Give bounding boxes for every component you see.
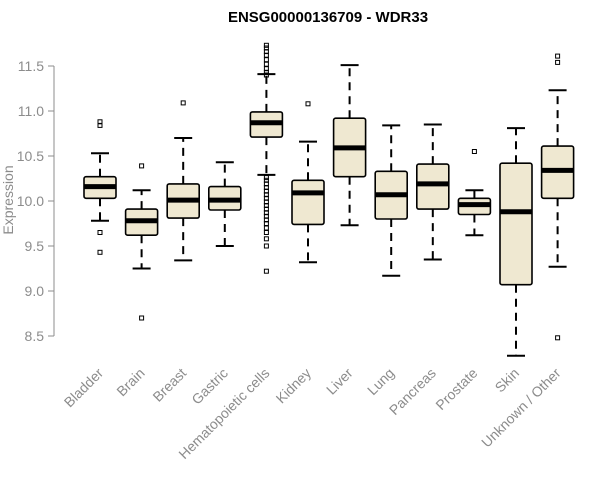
box-group: [415, 123, 450, 261]
box-iqr: [499, 162, 533, 286]
box-group: [249, 42, 284, 274]
outlier-point: [263, 61, 269, 67]
y-axis-label: Expression: [0, 165, 16, 234]
outlier-point: [263, 230, 269, 235]
x-tick-label: Prostate: [432, 365, 480, 413]
outlier-point: [97, 249, 103, 255]
box-group: [332, 64, 367, 227]
x-tick-label: Breast: [149, 365, 189, 405]
outlier-point: [263, 225, 269, 231]
outlier-point: [555, 59, 561, 65]
chart-title: ENSG00000136709 - WDR33: [228, 9, 428, 26]
x-tick-label: Brain: [113, 365, 147, 399]
outlier-point: [180, 100, 186, 106]
y-axis: 8.5 9.0 9.5 10.0 10.5 11.0 11.5: [17, 58, 55, 344]
outlier-point: [263, 268, 269, 274]
box-group: [457, 149, 492, 237]
outlier-point: [263, 236, 269, 242]
x-tick-label: Lung: [364, 365, 397, 398]
outlier-point: [263, 57, 269, 63]
box-group: [291, 101, 325, 264]
outlier-point: [263, 243, 269, 249]
outlier-point: [555, 53, 561, 59]
x-tick-label: Bladder: [61, 365, 107, 411]
outlier-point: [97, 230, 103, 235]
x-tick-label: Unknown / Other: [478, 365, 564, 451]
y-tick-label: 8.5: [25, 328, 45, 344]
box-group: [166, 100, 200, 262]
y-tick-label: 11.5: [18, 58, 44, 74]
box-group: [499, 127, 533, 357]
outlier-point: [263, 72, 269, 78]
y-tick-label: 9.0: [25, 283, 45, 299]
x-tick-label: Kidney: [273, 365, 315, 407]
box-series: [83, 42, 575, 357]
y-tick-label: 9.5: [25, 238, 45, 254]
y-tick-label: 10.5: [17, 148, 44, 164]
outlier-point: [471, 149, 477, 154]
box-group: [83, 119, 117, 255]
outlier-point: [97, 122, 103, 128]
outlier-point: [263, 42, 269, 48]
outlier-point: [263, 69, 269, 75]
y-tick-label: 10.0: [17, 193, 44, 209]
outlier-point: [263, 175, 269, 181]
outlier-point: [139, 163, 145, 169]
box-iqr: [291, 179, 325, 226]
outlier-point: [555, 335, 561, 341]
box-iqr: [415, 163, 450, 210]
box-group: [374, 124, 409, 277]
y-tick-label: 11.0: [18, 103, 44, 119]
box-group: [540, 53, 575, 341]
x-tick-label: Liver: [323, 365, 356, 398]
outlier-point: [305, 101, 311, 107]
outlier-point: [139, 315, 145, 321]
box-group: [124, 163, 159, 321]
box-group: [208, 161, 242, 247]
x-tick-label: Skin: [492, 365, 523, 396]
